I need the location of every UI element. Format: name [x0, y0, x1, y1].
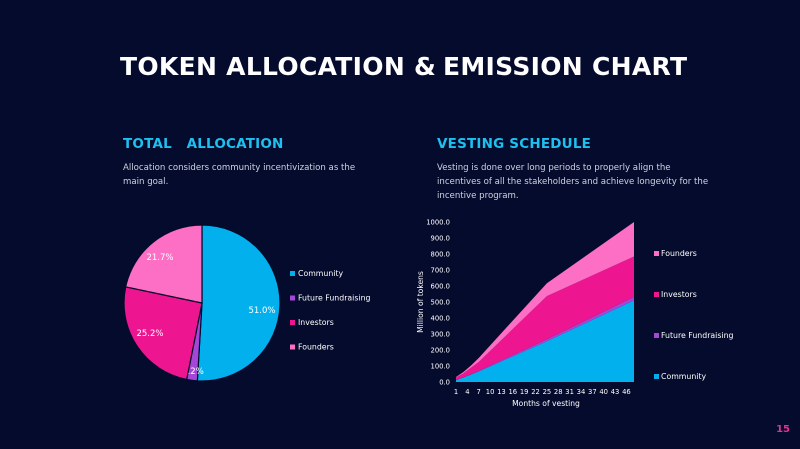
- x-tick-label: 4: [465, 388, 469, 396]
- y-tick-label: 100.0: [431, 363, 450, 371]
- vesting-area-chart: 0.0 100.0 200.0 300.0 400.0 500.0 600.0 700.0 80…: [416, 219, 634, 408]
- y-tick-label: 600.0: [431, 283, 450, 291]
- pie-label-investors: 25.2%: [136, 329, 163, 339]
- legend-swatch-future-fundraising: [654, 333, 659, 338]
- y-tick-label: 700.0: [431, 267, 450, 275]
- legend-swatch-future-fundraising: [290, 295, 295, 301]
- allocation-description: Allocation considers community incentivi…: [123, 163, 356, 187]
- legend-label-community: Community: [298, 269, 344, 278]
- legend-label-investors: Investors: [661, 290, 697, 299]
- y-tick-label: 800.0: [431, 251, 450, 259]
- x-tick-label: 28: [554, 388, 563, 396]
- legend-label-community: Community: [661, 372, 707, 381]
- y-tick-label: 200.0: [431, 347, 450, 355]
- legend-label-future-fundraising: Future Fundraising: [298, 294, 371, 303]
- x-tick-label: 19: [520, 388, 529, 396]
- legend-swatch-founders: [654, 251, 659, 256]
- x-tick-label: 25: [543, 388, 552, 396]
- pie-label-founders: 21.7%: [146, 253, 173, 263]
- x-tick-label: 37: [588, 388, 597, 396]
- vesting-legend: Founders Investors Future Fundraising Commu…: [654, 249, 734, 381]
- x-tick-label: 31: [565, 388, 574, 396]
- legend-swatch-investors: [654, 292, 659, 297]
- x-axis-title: Months of vesting: [512, 399, 580, 408]
- vesting-heading: VESTING SCHEDULE: [437, 136, 592, 152]
- pie-slice-investors: [123, 286, 203, 381]
- x-tick-label: 40: [599, 388, 608, 396]
- y-tick-label: 400.0: [431, 315, 450, 323]
- legend-swatch-investors: [290, 320, 295, 325]
- page-title-right: EMISSION CHART: [443, 52, 688, 81]
- x-tick-label: 34: [577, 388, 586, 396]
- y-tick-label: 300.0: [431, 331, 450, 339]
- legend-label-future-fundraising: Future Fundraising: [661, 331, 734, 340]
- vesting-description: Vesting is done over long periods to pro…: [437, 163, 709, 201]
- legend-label-founders: Founders: [298, 343, 334, 352]
- page-title-left: TOKEN ALLOCATION &: [120, 52, 437, 81]
- x-tick-label: 16: [508, 388, 517, 396]
- y-tick-label: 500.0: [431, 299, 450, 307]
- allocation-legend: Community Future Fundraising Investors Foun…: [290, 269, 371, 352]
- y-tick-label: 0.0: [439, 379, 450, 387]
- y-tick-label: 900.0: [431, 235, 450, 243]
- x-tick-label: 46: [622, 388, 631, 396]
- legend-swatch-founders: [290, 344, 295, 350]
- legend-swatch-community: [654, 374, 659, 379]
- pie-slice-founders: [124, 224, 203, 304]
- legend-label-founders: Founders: [661, 249, 697, 258]
- pie-label-community: 51.0%: [248, 306, 275, 316]
- pie-slice-community: [196, 224, 281, 382]
- allocation-pie-chart: 51.0% 2.2% 25.2% 21.7%: [123, 224, 281, 382]
- area-series-community: [456, 300, 634, 382]
- x-tick-label: 7: [477, 388, 481, 396]
- y-axis-title: Million of tokens: [416, 271, 425, 333]
- legend-swatch-community: [290, 271, 295, 276]
- x-tick-label: 43: [611, 388, 620, 396]
- y-tick-label: 1000.0: [426, 219, 450, 227]
- pie-label-future-fundraising: 2.2%: [182, 367, 204, 377]
- area-series-investors: [456, 256, 634, 380]
- x-tick-label: 13: [497, 388, 506, 396]
- legend-label-investors: Investors: [298, 318, 334, 327]
- page-number: 15: [776, 424, 790, 435]
- x-tick-label: 10: [486, 388, 495, 396]
- allocation-heading: TOTAL ALLOCATION: [123, 136, 284, 152]
- x-tick-label: 22: [531, 388, 540, 396]
- x-tick-label: 1: [454, 388, 458, 396]
- area-series-founders: [456, 222, 634, 378]
